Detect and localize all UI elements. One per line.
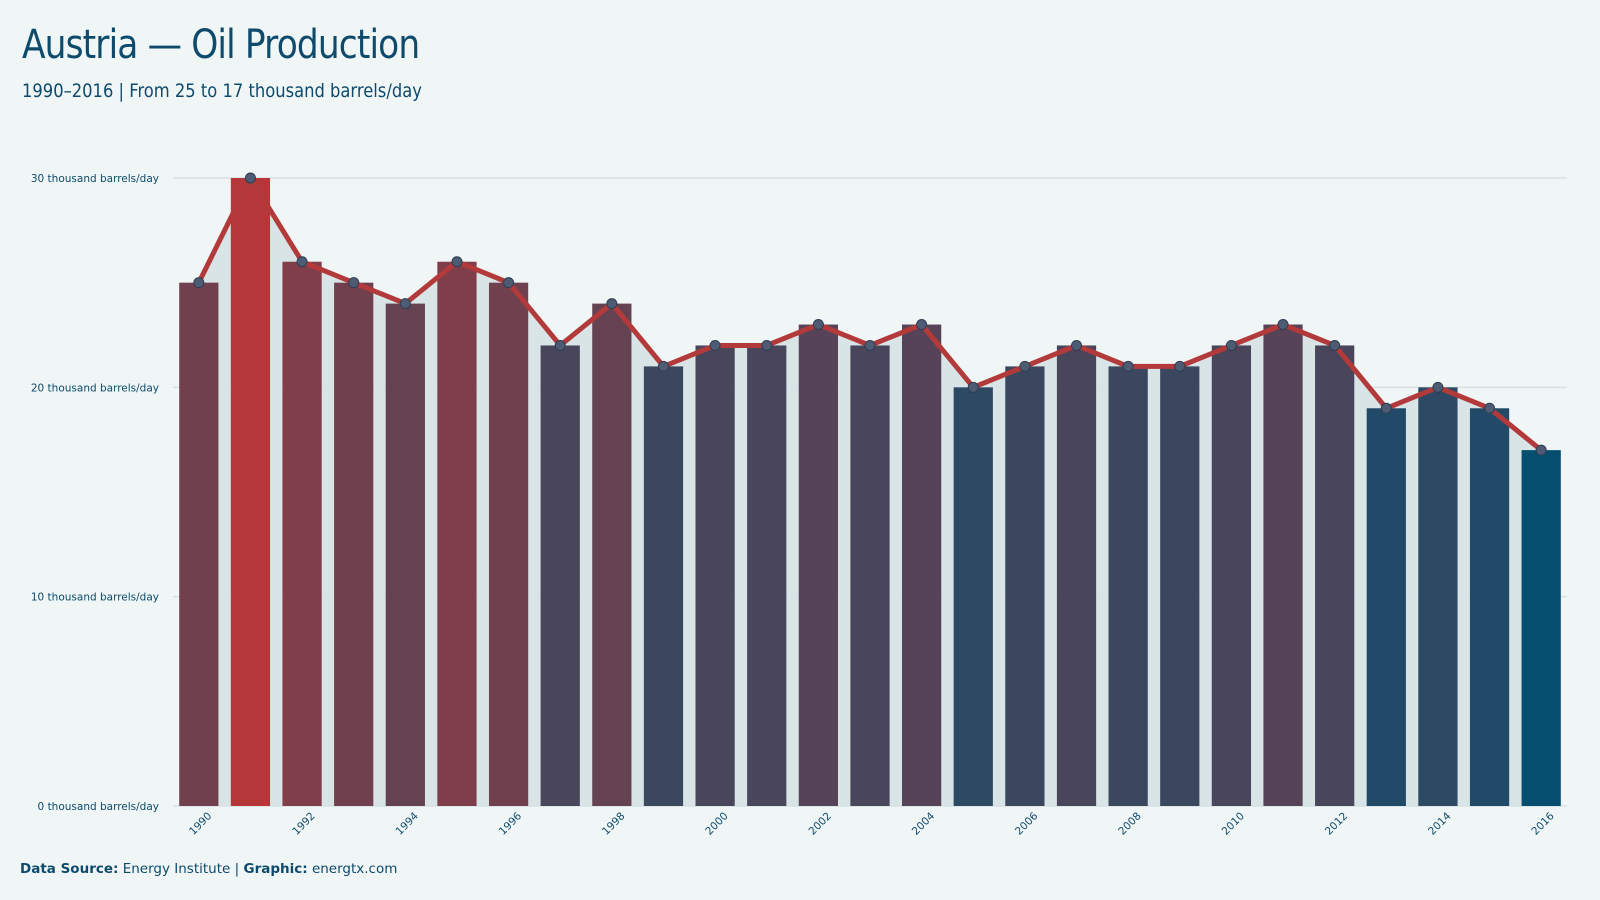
point-1999: [657, 360, 669, 372]
footer-credits: Data Source: Energy Institute | Graphic:…: [20, 861, 397, 877]
point-2005: [967, 381, 979, 393]
point-1992: [296, 256, 308, 268]
bar-2015: [1469, 408, 1510, 806]
point-2002: [812, 319, 824, 331]
point-1990: [193, 277, 205, 289]
x-tick-label: 1998: [600, 810, 627, 837]
point-2007: [1071, 339, 1083, 351]
bar-2005: [953, 387, 993, 806]
bar-2016: [1521, 450, 1561, 806]
point-2006: [1019, 360, 1031, 372]
point-1997: [554, 339, 566, 351]
bar-1998: [592, 303, 632, 806]
point-2013: [1380, 402, 1392, 414]
chart-subtitle: 1990–2016 | From 25 to 17 thousand barre…: [22, 80, 422, 102]
point-1993: [348, 277, 360, 289]
x-tick-label: 1994: [394, 810, 422, 838]
bar-1994: [385, 303, 425, 806]
source-value: Energy Institute: [122, 861, 231, 877]
x-tick-label: 2014: [1426, 810, 1454, 838]
point-2016: [1535, 444, 1547, 456]
graphic-value: energtx.com: [311, 861, 398, 877]
bar-2000: [695, 345, 735, 806]
bar-2010: [1211, 345, 1252, 806]
y-tick-label: 30 thousand barrels/day: [31, 173, 159, 185]
point-2008: [1122, 360, 1134, 372]
bar-1999: [643, 366, 684, 806]
bar-1995: [437, 261, 477, 806]
x-tick-label: 2004: [910, 810, 938, 838]
bar-2002: [798, 324, 838, 806]
point-2000: [709, 339, 721, 351]
x-tick-label: 2012: [1323, 810, 1350, 837]
bar-1991: [230, 178, 271, 806]
point-2003: [864, 339, 876, 351]
bar-2007: [1056, 345, 1097, 806]
x-tick-label: 2006: [1013, 810, 1041, 838]
source-label: Data Source:: [20, 861, 119, 877]
point-1996: [503, 277, 515, 289]
point-1998: [606, 298, 618, 310]
bar-2014: [1418, 387, 1458, 806]
x-tick-label: 1996: [497, 810, 525, 838]
x-tick-label: 2002: [807, 810, 834, 837]
footer-separator: |: [234, 861, 240, 877]
bar-2004: [902, 324, 942, 806]
point-2004: [916, 319, 928, 331]
bar-layer: [179, 178, 1561, 807]
x-tick-label: 1992: [290, 810, 317, 837]
bar-2011: [1263, 324, 1303, 806]
y-tick-label: 0 thousand barrels/day: [38, 801, 159, 813]
point-1995: [451, 256, 463, 268]
x-tick-label: 2016: [1529, 810, 1557, 838]
bar-1992: [282, 261, 322, 806]
point-2009: [1174, 360, 1186, 372]
bar-2006: [1005, 366, 1045, 806]
point-2014: [1432, 381, 1444, 393]
bar-2013: [1366, 408, 1406, 806]
bar-1990: [179, 282, 219, 807]
point-layer: [193, 172, 1547, 456]
x-tick-label: 2010: [1220, 810, 1247, 837]
point-1991: [244, 172, 256, 184]
x-tick-label: 2008: [1116, 810, 1143, 837]
point-2011: [1277, 319, 1289, 331]
y-tick-label: 20 thousand barrels/day: [31, 382, 159, 394]
point-1994: [399, 298, 411, 310]
bar-1997: [540, 345, 580, 806]
bar-1996: [488, 282, 529, 807]
point-2001: [761, 339, 773, 351]
graphic-label: Graphic:: [243, 861, 308, 877]
point-2010: [1225, 339, 1237, 351]
point-2012: [1329, 339, 1341, 351]
bar-2008: [1108, 366, 1148, 806]
bar-2012: [1315, 345, 1355, 806]
x-axis-tick-labels: 1990 1992 1994 1996 1998 2000 2002 2004 2006 2008…: [187, 810, 1557, 838]
bar-1993: [334, 282, 374, 807]
point-2015: [1484, 402, 1496, 414]
x-tick-label: 2000: [703, 810, 730, 837]
y-axis-tick-labels: 0 thousand barrels/day 10 thousand barrel…: [31, 173, 159, 813]
bar-2001: [747, 345, 787, 806]
y-tick-label: 10 thousand barrels/day: [31, 592, 159, 604]
chart-title: Austria — Oil Production: [22, 22, 420, 68]
x-tick-label: 1990: [187, 810, 214, 837]
bar-2009: [1160, 366, 1200, 806]
bar-2003: [850, 345, 890, 806]
